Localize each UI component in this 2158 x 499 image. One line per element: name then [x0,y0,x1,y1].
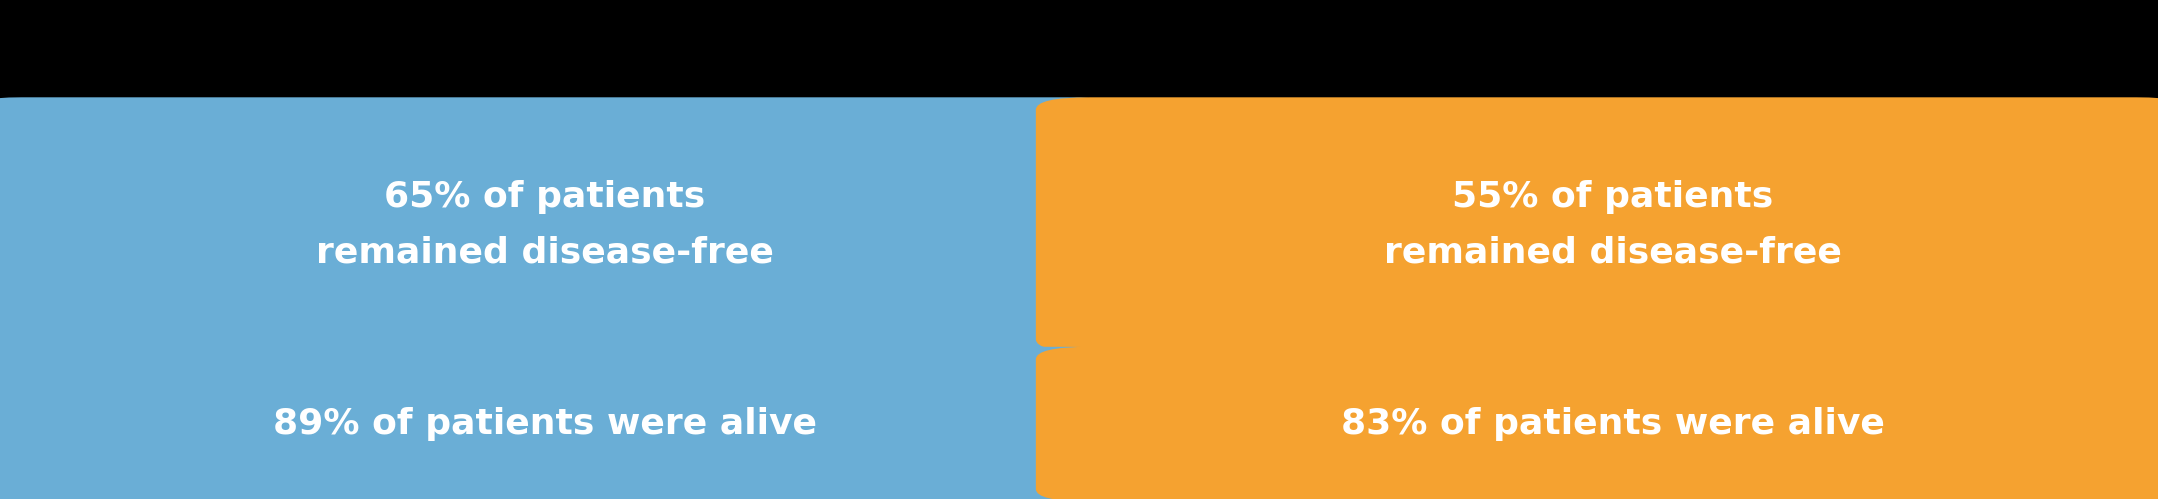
FancyBboxPatch shape [0,347,1122,499]
Text: 89% of patients were alive: 89% of patients were alive [272,407,818,441]
Text: 65% of patients
remained disease-free: 65% of patients remained disease-free [315,180,775,269]
FancyBboxPatch shape [1036,347,2158,499]
FancyBboxPatch shape [0,97,1122,352]
Text: 83% of patients were alive: 83% of patients were alive [1340,407,1886,441]
FancyBboxPatch shape [1036,97,2158,352]
Text: 55% of patients
remained disease-free: 55% of patients remained disease-free [1383,180,1843,269]
